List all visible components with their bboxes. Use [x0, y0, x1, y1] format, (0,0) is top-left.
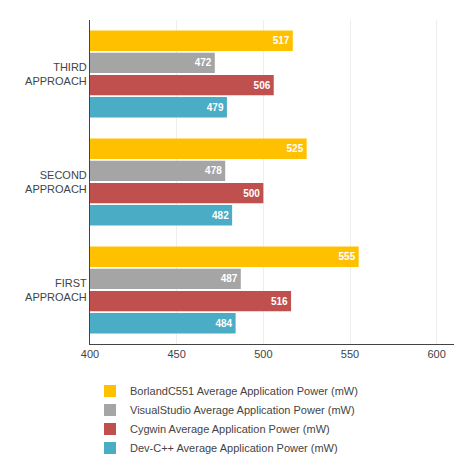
svg-text:484: 484 [215, 318, 232, 329]
svg-text:500: 500 [254, 348, 272, 360]
svg-text:FIRSTAPPROACH: FIRSTAPPROACH [25, 277, 87, 303]
svg-text:SECONDAPPROACH: SECONDAPPROACH [25, 169, 87, 195]
svg-text:555: 555 [339, 251, 356, 262]
svg-text:VisualStudio Average Applicati: VisualStudio Average Application Power (… [130, 404, 355, 416]
svg-text:550: 550 [341, 348, 359, 360]
svg-text:400: 400 [81, 348, 99, 360]
svg-text:472: 472 [195, 57, 212, 68]
svg-text:517: 517 [273, 35, 290, 46]
svg-text:BorlandC551 Average Applicatio: BorlandC551 Average Application Power (m… [130, 385, 358, 397]
svg-text:525: 525 [287, 143, 304, 154]
svg-text:516: 516 [271, 296, 288, 307]
svg-text:450: 450 [167, 348, 185, 360]
svg-text:Dev-C++ Average Application Po: Dev-C++ Average Application Power (mW) [130, 442, 338, 454]
svg-text:478: 478 [205, 165, 222, 176]
svg-text:THIRDAPPROACH: THIRDAPPROACH [25, 61, 87, 87]
svg-text:500: 500 [243, 188, 260, 199]
svg-text:506: 506 [254, 80, 271, 91]
svg-text:600: 600 [427, 348, 445, 360]
svg-text:479: 479 [207, 102, 224, 113]
svg-text:Cygwin Average Application Pow: Cygwin Average Application Power (mW) [130, 423, 330, 435]
svg-text:487: 487 [221, 273, 238, 284]
svg-text:482: 482 [212, 210, 229, 221]
